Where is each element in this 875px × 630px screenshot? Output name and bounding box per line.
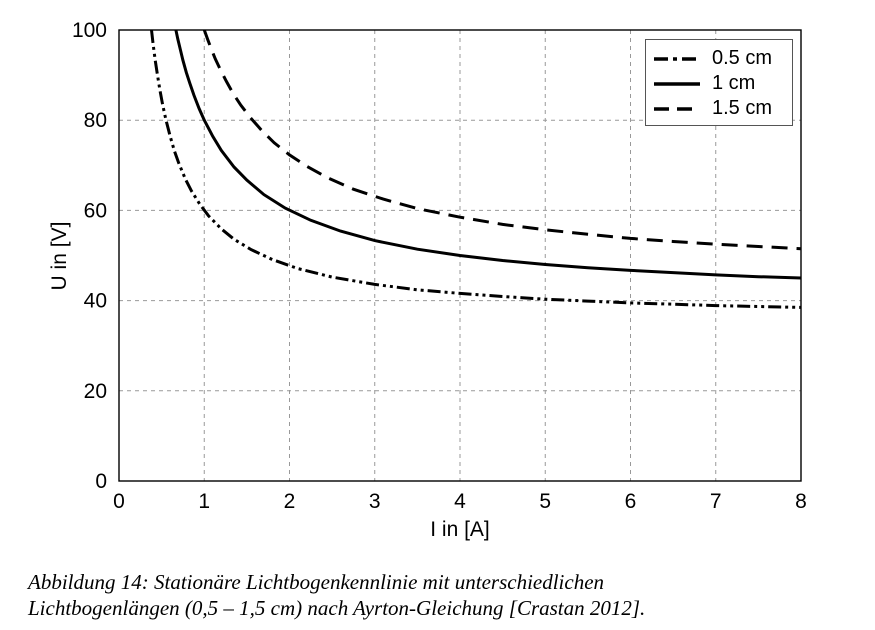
y-axis-label: U in [V]: [48, 222, 71, 291]
y-tick-label: 40: [84, 290, 107, 313]
legend-item-0-5-cm: 0.5 cm: [646, 46, 792, 71]
x-tick-label: 8: [795, 490, 807, 513]
x-tick-label: 0: [113, 490, 125, 513]
x-axis-label: I in [A]: [430, 518, 490, 541]
y-tick-label: 80: [84, 109, 107, 132]
legend-line-sample-icon: [654, 106, 700, 111]
x-tick-label: 2: [284, 490, 296, 513]
legend-label: 0.5 cm: [712, 47, 773, 69]
y-tick-label: 60: [84, 199, 107, 222]
curve-0-5-cm: [150, 29, 802, 309]
caption-line-2: Lichtbogenlängen (0,5 – 1,5 cm) nach Ayr…: [28, 596, 646, 620]
legend-line-sample-icon: [654, 81, 700, 86]
figure-caption: Abbildung 14: Stationäre Lichtbogenkennl…: [28, 569, 848, 621]
legend-line-sample-icon: [654, 56, 700, 61]
x-tick-label: 3: [369, 490, 381, 513]
y-tick-label: 100: [72, 19, 107, 42]
x-tick-labels: 0 1 2 3 4 5 6 7 8: [113, 490, 807, 513]
x-tick-label: 4: [454, 490, 466, 513]
curve-1-cm: [174, 29, 802, 280]
x-tick-label: 6: [625, 490, 637, 513]
legend-label: 1 cm: [712, 72, 756, 94]
legend-item-1-5-cm: 1.5 cm: [646, 96, 792, 121]
y-tick-label: 20: [84, 380, 107, 403]
x-tick-label: 7: [710, 490, 722, 513]
x-tick-label: 5: [539, 490, 551, 513]
legend-item-1-cm: 1 cm: [646, 71, 792, 96]
arc-characteristic-chart: 0 1 2 3 4 5 6 7 8 0 20 40 60 80 100 I in [A] U in [V]: [48, 19, 807, 541]
legend: 0.5 cm 1 cm 1.5 cm: [645, 39, 793, 126]
curves: [150, 29, 802, 309]
curve-1-5-cm: [202, 29, 802, 251]
caption-line-1: Abbildung 14: Stationäre Lichtbogenkennl…: [28, 570, 605, 594]
plot-border: [118, 29, 802, 482]
x-tick-label: 1: [198, 490, 210, 513]
legend-label: 1.5 cm: [712, 97, 773, 119]
y-tick-label: 0: [95, 470, 107, 493]
y-tick-labels: 0 20 40 60 80 100: [72, 19, 107, 493]
